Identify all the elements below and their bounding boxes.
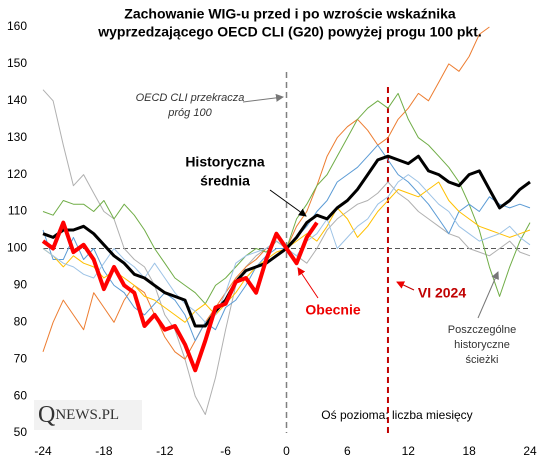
annotation: OECD CLI przekracza: [136, 92, 245, 104]
annotation: VI 2024: [418, 285, 466, 301]
chart-title: Zachowanie WIG-u przed i po wzroście wsk…: [124, 6, 456, 22]
x-tick-label: 12: [402, 444, 416, 458]
x-tick-label: 0: [283, 444, 290, 458]
y-tick-label: 120: [7, 167, 27, 181]
x-tick-label: -6: [220, 444, 231, 458]
annotation: próg 100: [167, 107, 212, 119]
logo-q: Q: [38, 402, 55, 428]
y-tick-label: 130: [7, 130, 27, 144]
arrow: [269, 189, 307, 217]
chart-title: wyprzedzającego OECD CLI (G20) powyżej p…: [97, 24, 482, 40]
y-tick-label: 50: [14, 425, 28, 439]
annotation: średnia: [200, 173, 250, 189]
y-tick-label: 160: [7, 19, 27, 33]
y-tick-label: 140: [7, 93, 27, 107]
y-tick-label: 110: [8, 204, 27, 218]
x-tick-label: 18: [462, 444, 476, 458]
y-tick-label: 90: [14, 278, 28, 292]
series-line: [41, 220, 319, 373]
logo-rest: NEWS.PL: [55, 407, 119, 423]
annotation: historyczne: [454, 339, 510, 351]
y-tick-label: 60: [14, 388, 28, 402]
x-axis-label: Oś pozioma: liczba miesięcy: [321, 408, 472, 422]
x-tick-label: 6: [344, 444, 351, 458]
y-tick-label: 150: [7, 56, 27, 70]
arrow: [297, 267, 319, 299]
annotation: Poszczególne: [448, 324, 517, 336]
y-tick-label: 80: [14, 314, 28, 328]
logo-bg: [34, 400, 142, 430]
arrow: [242, 93, 284, 103]
annotation: ścieżki: [465, 354, 498, 366]
x-tick-label: -24: [34, 444, 52, 458]
annotation: Obecnie: [305, 302, 360, 318]
y-tick-label: 100: [7, 241, 27, 255]
logo: QNEWS.PL: [38, 402, 119, 428]
y-tick-label: 70: [14, 351, 28, 365]
x-tick-label: -18: [95, 444, 113, 458]
x-tick-label: 24: [523, 444, 537, 458]
arrow: [477, 271, 499, 319]
series-line: [42, 26, 490, 360]
arrow: [396, 281, 415, 291]
annotation: Historyczna: [185, 154, 265, 170]
x-tick-label: -12: [156, 444, 174, 458]
